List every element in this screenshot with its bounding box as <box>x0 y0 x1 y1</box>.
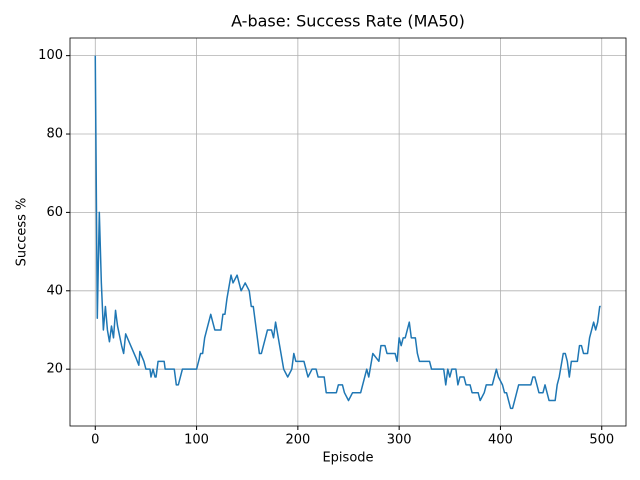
y-axis-label: Success % <box>15 198 30 267</box>
x-tick-label: 100 <box>184 433 209 448</box>
data-line <box>94 55 601 410</box>
plot-frame <box>69 37 627 427</box>
chart-title: A-base: Success Rate (MA50) <box>231 12 465 31</box>
y-tick-label: 20 <box>46 362 63 377</box>
y-tick-label: 80 <box>46 127 63 142</box>
x-tick-label: 200 <box>285 433 310 448</box>
y-tick-label: 40 <box>46 283 63 298</box>
x-tick-label: 400 <box>488 433 513 448</box>
y-tick-label: 60 <box>46 205 63 220</box>
x-tick-label: 300 <box>387 433 412 448</box>
x-axis-label: Episode <box>322 451 373 466</box>
y-tick-label: 100 <box>38 48 63 63</box>
x-tick-label: 0 <box>91 433 99 448</box>
x-tick-label: 500 <box>589 433 614 448</box>
